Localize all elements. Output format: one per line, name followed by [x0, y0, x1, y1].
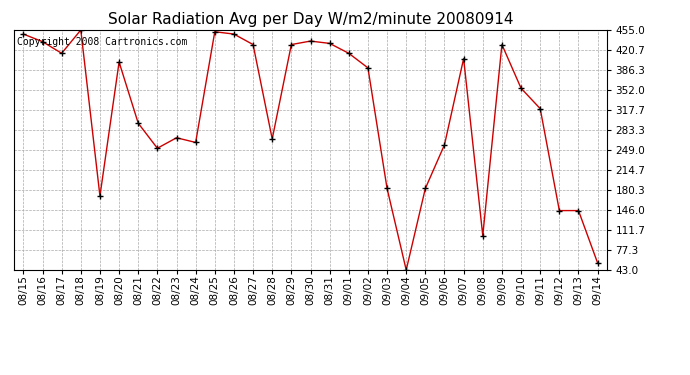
Text: Copyright 2008 Cartronics.com: Copyright 2008 Cartronics.com	[17, 37, 187, 47]
Title: Solar Radiation Avg per Day W/m2/minute 20080914: Solar Radiation Avg per Day W/m2/minute …	[108, 12, 513, 27]
